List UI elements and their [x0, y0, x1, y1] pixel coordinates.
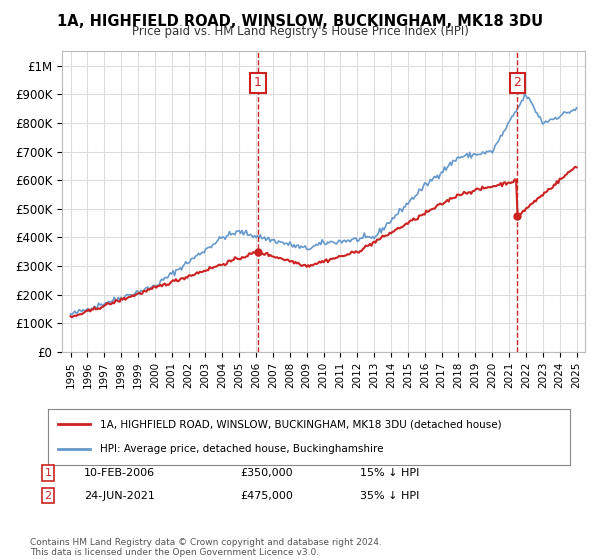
Text: 2: 2 — [44, 491, 52, 501]
Text: £475,000: £475,000 — [240, 491, 293, 501]
Text: Contains HM Land Registry data © Crown copyright and database right 2024.
This d: Contains HM Land Registry data © Crown c… — [30, 538, 382, 557]
Text: HPI: Average price, detached house, Buckinghamshire: HPI: Average price, detached house, Buck… — [100, 444, 384, 454]
Text: £350,000: £350,000 — [240, 468, 293, 478]
Text: 1A, HIGHFIELD ROAD, WINSLOW, BUCKINGHAM, MK18 3DU: 1A, HIGHFIELD ROAD, WINSLOW, BUCKINGHAM,… — [57, 14, 543, 29]
Text: 15% ↓ HPI: 15% ↓ HPI — [360, 468, 419, 478]
Text: Price paid vs. HM Land Registry's House Price Index (HPI): Price paid vs. HM Land Registry's House … — [131, 25, 469, 38]
Text: 2: 2 — [513, 76, 521, 90]
Text: 1: 1 — [44, 468, 52, 478]
Text: 24-JUN-2021: 24-JUN-2021 — [84, 491, 155, 501]
Text: 10-FEB-2006: 10-FEB-2006 — [84, 468, 155, 478]
Text: 1A, HIGHFIELD ROAD, WINSLOW, BUCKINGHAM, MK18 3DU (detached house): 1A, HIGHFIELD ROAD, WINSLOW, BUCKINGHAM,… — [100, 419, 502, 430]
Text: 1: 1 — [254, 76, 262, 90]
Text: 35% ↓ HPI: 35% ↓ HPI — [360, 491, 419, 501]
